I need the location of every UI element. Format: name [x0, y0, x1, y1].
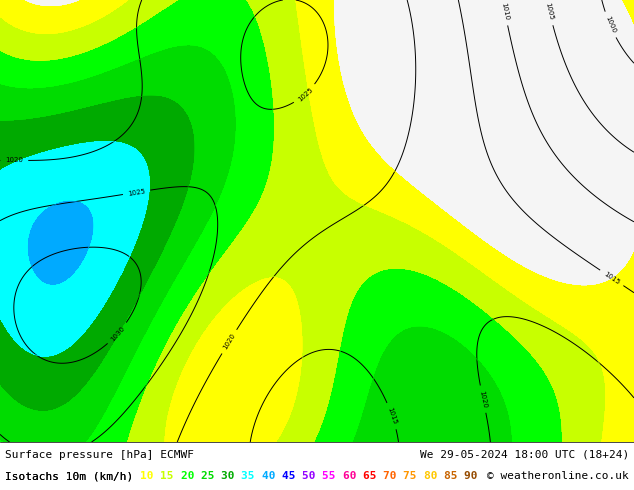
Text: 1025: 1025	[127, 188, 146, 196]
Text: 90: 90	[464, 471, 484, 481]
Text: © weatheronline.co.uk: © weatheronline.co.uk	[487, 471, 629, 481]
Text: 10: 10	[140, 471, 160, 481]
Text: 85: 85	[444, 471, 464, 481]
Text: 30: 30	[221, 471, 242, 481]
Text: 1020: 1020	[478, 390, 488, 409]
Text: Isotachs 10m (km/h): Isotachs 10m (km/h)	[5, 471, 133, 481]
Text: Isotachs 10m (km/h): Isotachs 10m (km/h)	[5, 471, 140, 481]
Text: 80: 80	[424, 471, 444, 481]
Text: 65: 65	[363, 471, 383, 481]
Text: 1020: 1020	[222, 332, 236, 351]
Text: 50: 50	[302, 471, 322, 481]
Text: 45: 45	[282, 471, 302, 481]
Text: 1015: 1015	[386, 407, 398, 425]
Text: 20: 20	[181, 471, 201, 481]
Text: 35: 35	[242, 471, 262, 481]
Text: 25: 25	[201, 471, 221, 481]
Text: 55: 55	[322, 471, 342, 481]
Text: 1020: 1020	[5, 157, 23, 163]
Text: 70: 70	[383, 471, 403, 481]
Text: 75: 75	[403, 471, 424, 481]
Text: 1000: 1000	[604, 15, 616, 34]
Text: 1010: 1010	[500, 2, 510, 21]
Text: 1030: 1030	[109, 325, 126, 342]
Text: 15: 15	[160, 471, 181, 481]
Text: 1025: 1025	[297, 86, 314, 102]
Text: We 29-05-2024 18:00 UTC (18+24): We 29-05-2024 18:00 UTC (18+24)	[420, 450, 629, 460]
Text: 1005: 1005	[545, 2, 555, 21]
Text: 60: 60	[342, 471, 363, 481]
Text: Surface pressure [hPa] ECMWF: Surface pressure [hPa] ECMWF	[5, 450, 194, 460]
Text: 1015: 1015	[603, 270, 621, 285]
Text: 40: 40	[262, 471, 282, 481]
